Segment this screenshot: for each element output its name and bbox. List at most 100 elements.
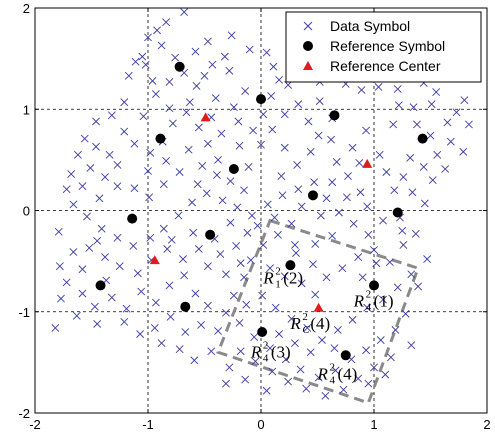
data-symbol-stroke <box>258 291 267 300</box>
data-symbol-point <box>413 120 421 129</box>
data-symbol-point <box>229 103 238 112</box>
data-symbol-point <box>180 8 189 16</box>
data-symbol-stroke <box>130 184 139 193</box>
constellation-region <box>216 218 421 405</box>
data-symbol-stroke <box>306 147 315 156</box>
data-symbol-stroke <box>387 353 395 362</box>
data-symbol-point <box>203 301 212 310</box>
data-symbol-stroke <box>275 75 283 84</box>
data-symbol-stroke <box>120 317 129 326</box>
data-symbol-stroke <box>141 60 150 69</box>
data-symbol-point <box>292 249 300 257</box>
data-symbol-point <box>197 320 206 329</box>
region-label: R 24 (4) <box>317 362 358 387</box>
data-symbol-point <box>171 53 180 62</box>
data-symbol-stroke <box>62 278 71 287</box>
region-label-sup: 2 <box>275 265 281 277</box>
data-symbol-point <box>214 327 222 335</box>
data-symbol-point <box>262 48 271 57</box>
data-symbol-point <box>428 176 437 185</box>
data-symbol-stroke <box>174 211 183 220</box>
data-symbol-point <box>465 120 473 129</box>
data-symbol-point <box>54 227 63 236</box>
data-symbol-point <box>459 147 468 156</box>
data-symbol-point <box>296 365 305 374</box>
data-symbol-stroke <box>62 185 71 194</box>
data-symbol-stroke <box>328 231 337 240</box>
data-symbol-stroke <box>113 182 122 191</box>
data-symbol-point <box>358 273 367 282</box>
data-symbol-point <box>163 245 172 253</box>
data-symbol-stroke <box>191 289 200 298</box>
data-symbol-point <box>92 142 100 151</box>
data-symbol-stroke <box>290 241 299 249</box>
data-symbol-stroke <box>419 163 428 171</box>
data-symbol-stroke <box>222 308 230 317</box>
data-symbol-point <box>322 273 331 282</box>
region-label-sub: 4 <box>263 352 269 364</box>
data-symbol-point <box>398 226 407 235</box>
legend-entry: Data Symbol <box>303 18 410 34</box>
data-symbol-stroke <box>342 193 351 202</box>
data-symbol-stroke <box>129 242 138 250</box>
reference-symbol-point <box>228 163 239 174</box>
data-symbol-stroke <box>370 246 378 254</box>
data-symbol-point <box>148 76 157 85</box>
data-symbol-point <box>136 330 145 338</box>
data-symbol-stroke <box>203 139 212 148</box>
data-symbol-stroke <box>101 253 109 261</box>
data-symbol-stroke <box>107 293 116 302</box>
data-symbol-stroke <box>226 218 235 227</box>
data-symbol-point <box>207 347 216 356</box>
data-symbol-point <box>294 100 303 109</box>
data-symbol-stroke <box>364 379 373 388</box>
data-symbol-point <box>266 344 274 353</box>
data-symbol-point <box>240 186 248 195</box>
data-symbol-point <box>293 161 302 169</box>
data-symbol-point <box>302 384 311 393</box>
data-symbol-stroke <box>347 355 356 364</box>
data-symbol-stroke <box>188 198 196 207</box>
data-symbol-stroke <box>113 161 122 169</box>
data-symbol-stroke <box>192 82 201 90</box>
data-symbol-point <box>250 333 259 341</box>
data-symbol-stroke <box>292 249 300 257</box>
y-tick-label: -1 <box>18 305 30 320</box>
data-symbol-point <box>335 208 343 217</box>
data-symbol-stroke <box>193 180 202 189</box>
data-symbol-point <box>423 255 432 264</box>
data-symbol-point <box>162 18 170 27</box>
data-symbol-stroke <box>67 170 76 178</box>
data-symbol-stroke <box>171 53 180 62</box>
data-symbol-stroke <box>382 168 391 176</box>
data-symbol-point <box>138 52 147 61</box>
y-tick-label: 1 <box>23 102 30 117</box>
data-symbol-point <box>354 253 363 261</box>
data-symbol-point <box>309 260 317 269</box>
data-symbol-stroke <box>115 262 124 271</box>
data-symbol-point <box>157 41 166 50</box>
data-symbol-stroke <box>229 291 238 300</box>
data-symbol-point <box>130 184 139 193</box>
data-symbol-stroke <box>246 256 255 265</box>
data-symbol-stroke <box>322 194 331 203</box>
legend-box <box>285 11 482 83</box>
data-symbol-stroke <box>167 235 176 244</box>
data-symbol-point <box>213 171 221 179</box>
data-symbol-stroke <box>311 290 320 299</box>
data-symbol-point <box>364 379 373 388</box>
data-symbol-point <box>348 143 357 152</box>
data-symbol-point <box>316 211 325 220</box>
data-symbol-stroke <box>409 103 418 112</box>
data-symbol-point <box>393 85 402 93</box>
region-label-arg: (2) <box>283 268 303 287</box>
legend: Data Symbol Reference Symbol Reference Cen… <box>285 11 482 83</box>
data-symbol-point <box>243 228 252 237</box>
data-symbol-point <box>222 379 230 388</box>
reference-center-series <box>149 112 373 312</box>
x-tick-label: -2 <box>29 417 41 432</box>
reference-symbol-point <box>174 61 185 72</box>
data-symbol-stroke <box>105 150 114 159</box>
data-symbol-point <box>311 290 320 299</box>
data-symbol-stroke <box>294 185 303 194</box>
